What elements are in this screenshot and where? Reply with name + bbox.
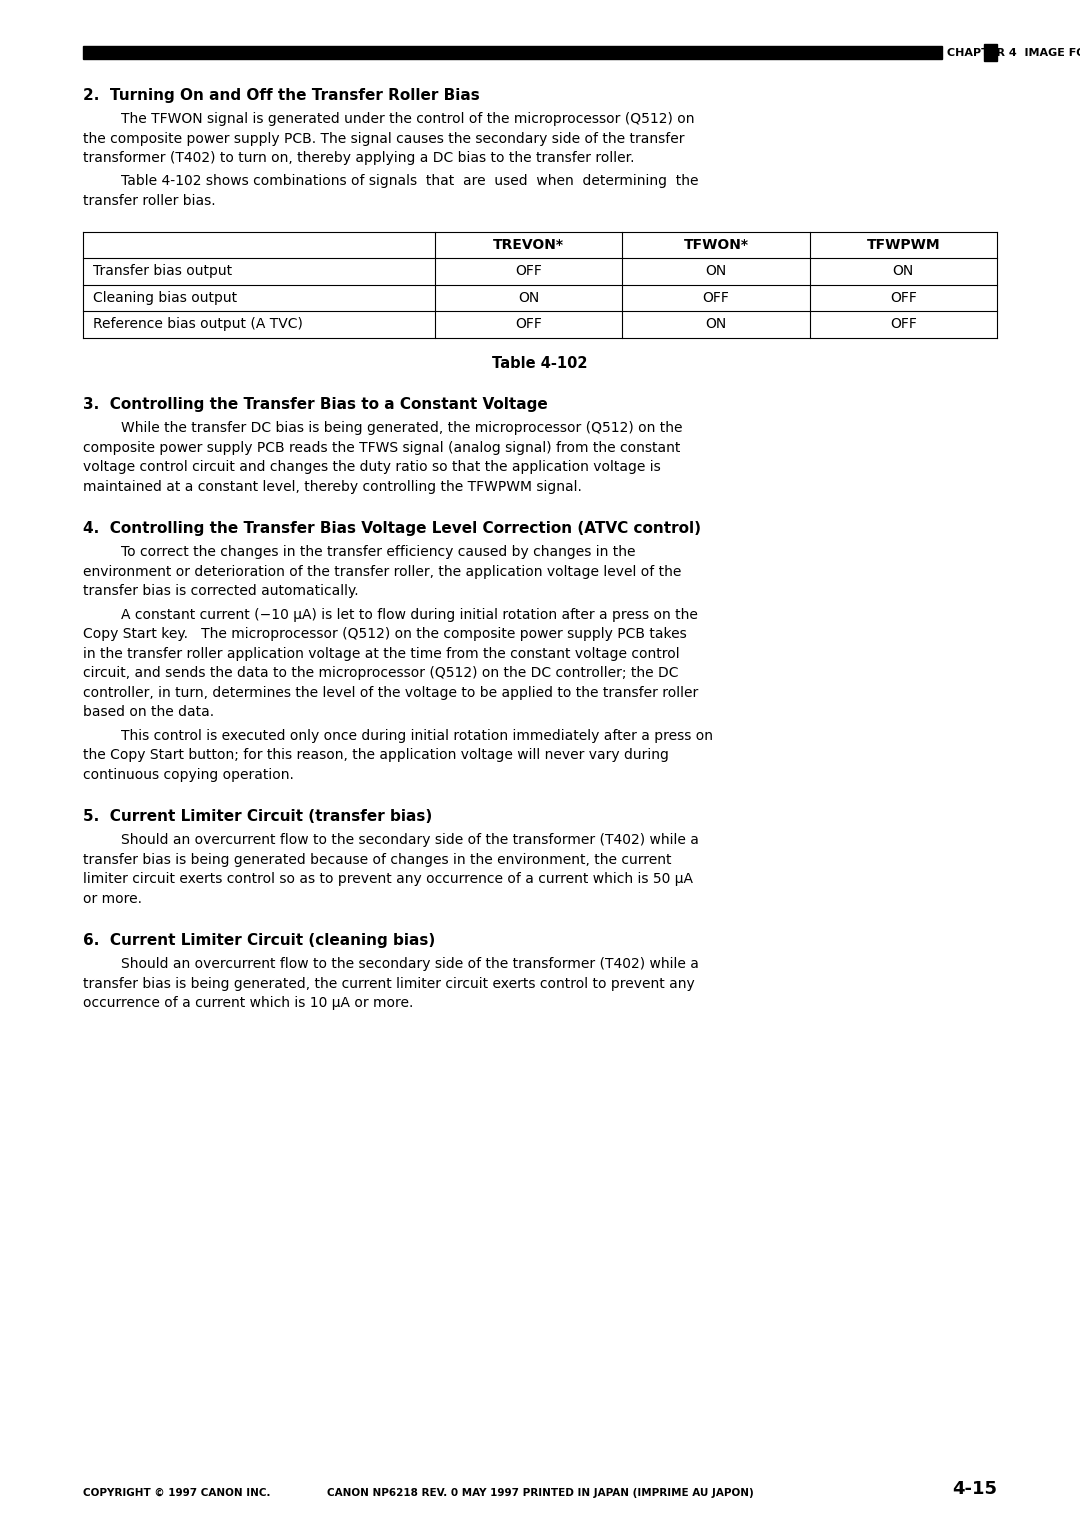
Text: Cleaning bias output: Cleaning bias output [93,290,238,304]
Text: To correct the changes in the transfer efficiency caused by changes in the: To correct the changes in the transfer e… [121,545,635,559]
Text: ON: ON [893,264,914,278]
Text: 4.  Controlling the Transfer Bias Voltage Level Correction (ATVC control): 4. Controlling the Transfer Bias Voltage… [83,521,701,536]
Text: A constant current (−10 μA) is let to flow during initial rotation after a press: A constant current (−10 μA) is let to fl… [121,608,698,622]
Text: 5.  Current Limiter Circuit (transfer bias): 5. Current Limiter Circuit (transfer bia… [83,808,432,824]
Text: the composite power supply PCB. The signal causes the secondary side of the tran: the composite power supply PCB. The sign… [83,131,685,145]
Text: maintained at a constant level, thereby controlling the TFWPWM signal.: maintained at a constant level, thereby … [83,480,582,494]
Text: TFWON*: TFWON* [684,238,748,252]
Text: OFF: OFF [890,318,917,332]
Bar [984,44,997,61]
Text: Table 4-102 shows combinations of signals  that  are  used  when  determining  t: Table 4-102 shows combinations of signal… [121,174,699,188]
Text: environment or deterioration of the transfer roller, the application voltage lev: environment or deterioration of the tran… [83,564,681,579]
Text: While the transfer DC bias is being generated, the microprocessor (Q512) on the: While the transfer DC bias is being gene… [121,422,683,435]
Text: This control is executed only once during initial rotation immediately after a p: This control is executed only once durin… [121,729,713,743]
Text: ON: ON [705,264,727,278]
Text: continuous copying operation.: continuous copying operation. [83,767,294,781]
Text: Table 4-102: Table 4-102 [492,356,588,370]
Text: in the transfer roller application voltage at the time from the constant voltage: in the transfer roller application volta… [83,646,679,660]
Text: 6.  Current Limiter Circuit (cleaning bias): 6. Current Limiter Circuit (cleaning bia… [83,934,435,947]
Text: 2.  Turning On and Off the Transfer Roller Bias: 2. Turning On and Off the Transfer Rolle… [83,89,480,102]
Text: transfer bias is being generated, the current limiter circuit exerts control to : transfer bias is being generated, the cu… [83,976,694,990]
Text: TREVON*: TREVON* [494,238,564,252]
Text: limiter circuit exerts control so as to prevent any occurrence of a current whic: limiter circuit exerts control so as to … [83,872,693,886]
Text: CHAPTER 4  IMAGE FORMATION SYSTEM: CHAPTER 4 IMAGE FORMATION SYSTEM [947,47,1080,58]
Text: or more.: or more. [83,891,141,906]
Text: COPYRIGHT © 1997 CANON INC.: COPYRIGHT © 1997 CANON INC. [83,1488,270,1497]
Text: The TFWON signal is generated under the control of the microprocessor (Q512) on: The TFWON signal is generated under the … [121,112,694,125]
Text: Transfer bias output: Transfer bias output [93,264,232,278]
Text: controller, in turn, determines the level of the voltage to be applied to the tr: controller, in turn, determines the leve… [83,686,699,700]
Text: CANON NP6218 REV. 0 MAY 1997 PRINTED IN JAPAN (IMPRIME AU JAPON): CANON NP6218 REV. 0 MAY 1997 PRINTED IN … [326,1488,754,1497]
Text: TFWPWM: TFWPWM [866,238,940,252]
Text: transfer roller bias.: transfer roller bias. [83,194,216,208]
Text: based on the data.: based on the data. [83,704,214,720]
Text: OFF: OFF [890,290,917,304]
Text: transfer bias is being generated because of changes in the environment, the curr: transfer bias is being generated because… [83,853,672,866]
Text: OFF: OFF [515,264,542,278]
Text: 3.  Controlling the Transfer Bias to a Constant Voltage: 3. Controlling the Transfer Bias to a Co… [83,397,548,413]
Text: Reference bias output (A TVC): Reference bias output (A TVC) [93,318,302,332]
Text: 4-15: 4-15 [951,1481,997,1497]
Text: OFF: OFF [515,318,542,332]
Text: OFF: OFF [702,290,729,304]
Text: voltage control circuit and changes the duty ratio so that the application volta: voltage control circuit and changes the … [83,460,661,474]
Text: circuit, and sends the data to the microprocessor (Q512) on the DC controller; t: circuit, and sends the data to the micro… [83,666,678,680]
Text: ON: ON [518,290,539,304]
Text: Copy Start key.   The microprocessor (Q512) on the composite power supply PCB ta: Copy Start key. The microprocessor (Q512… [83,626,687,642]
Text: Should an overcurrent flow to the secondary side of the transformer (T402) while: Should an overcurrent flow to the second… [121,957,699,970]
Bar [83,46,942,60]
Text: transfer bias is corrected automatically.: transfer bias is corrected automatically… [83,584,359,597]
Text: the Copy Start button; for this reason, the application voltage will never vary : the Copy Start button; for this reason, … [83,749,669,762]
Text: Should an overcurrent flow to the secondary side of the transformer (T402) while: Should an overcurrent flow to the second… [121,833,699,847]
Text: occurrence of a current which is 10 μA or more.: occurrence of a current which is 10 μA o… [83,996,414,1010]
Text: transformer (T402) to turn on, thereby applying a DC bias to the transfer roller: transformer (T402) to turn on, thereby a… [83,151,635,165]
Text: composite power supply PCB reads the TFWS signal (analog signal) from the consta: composite power supply PCB reads the TFW… [83,440,680,454]
Text: ON: ON [705,318,727,332]
